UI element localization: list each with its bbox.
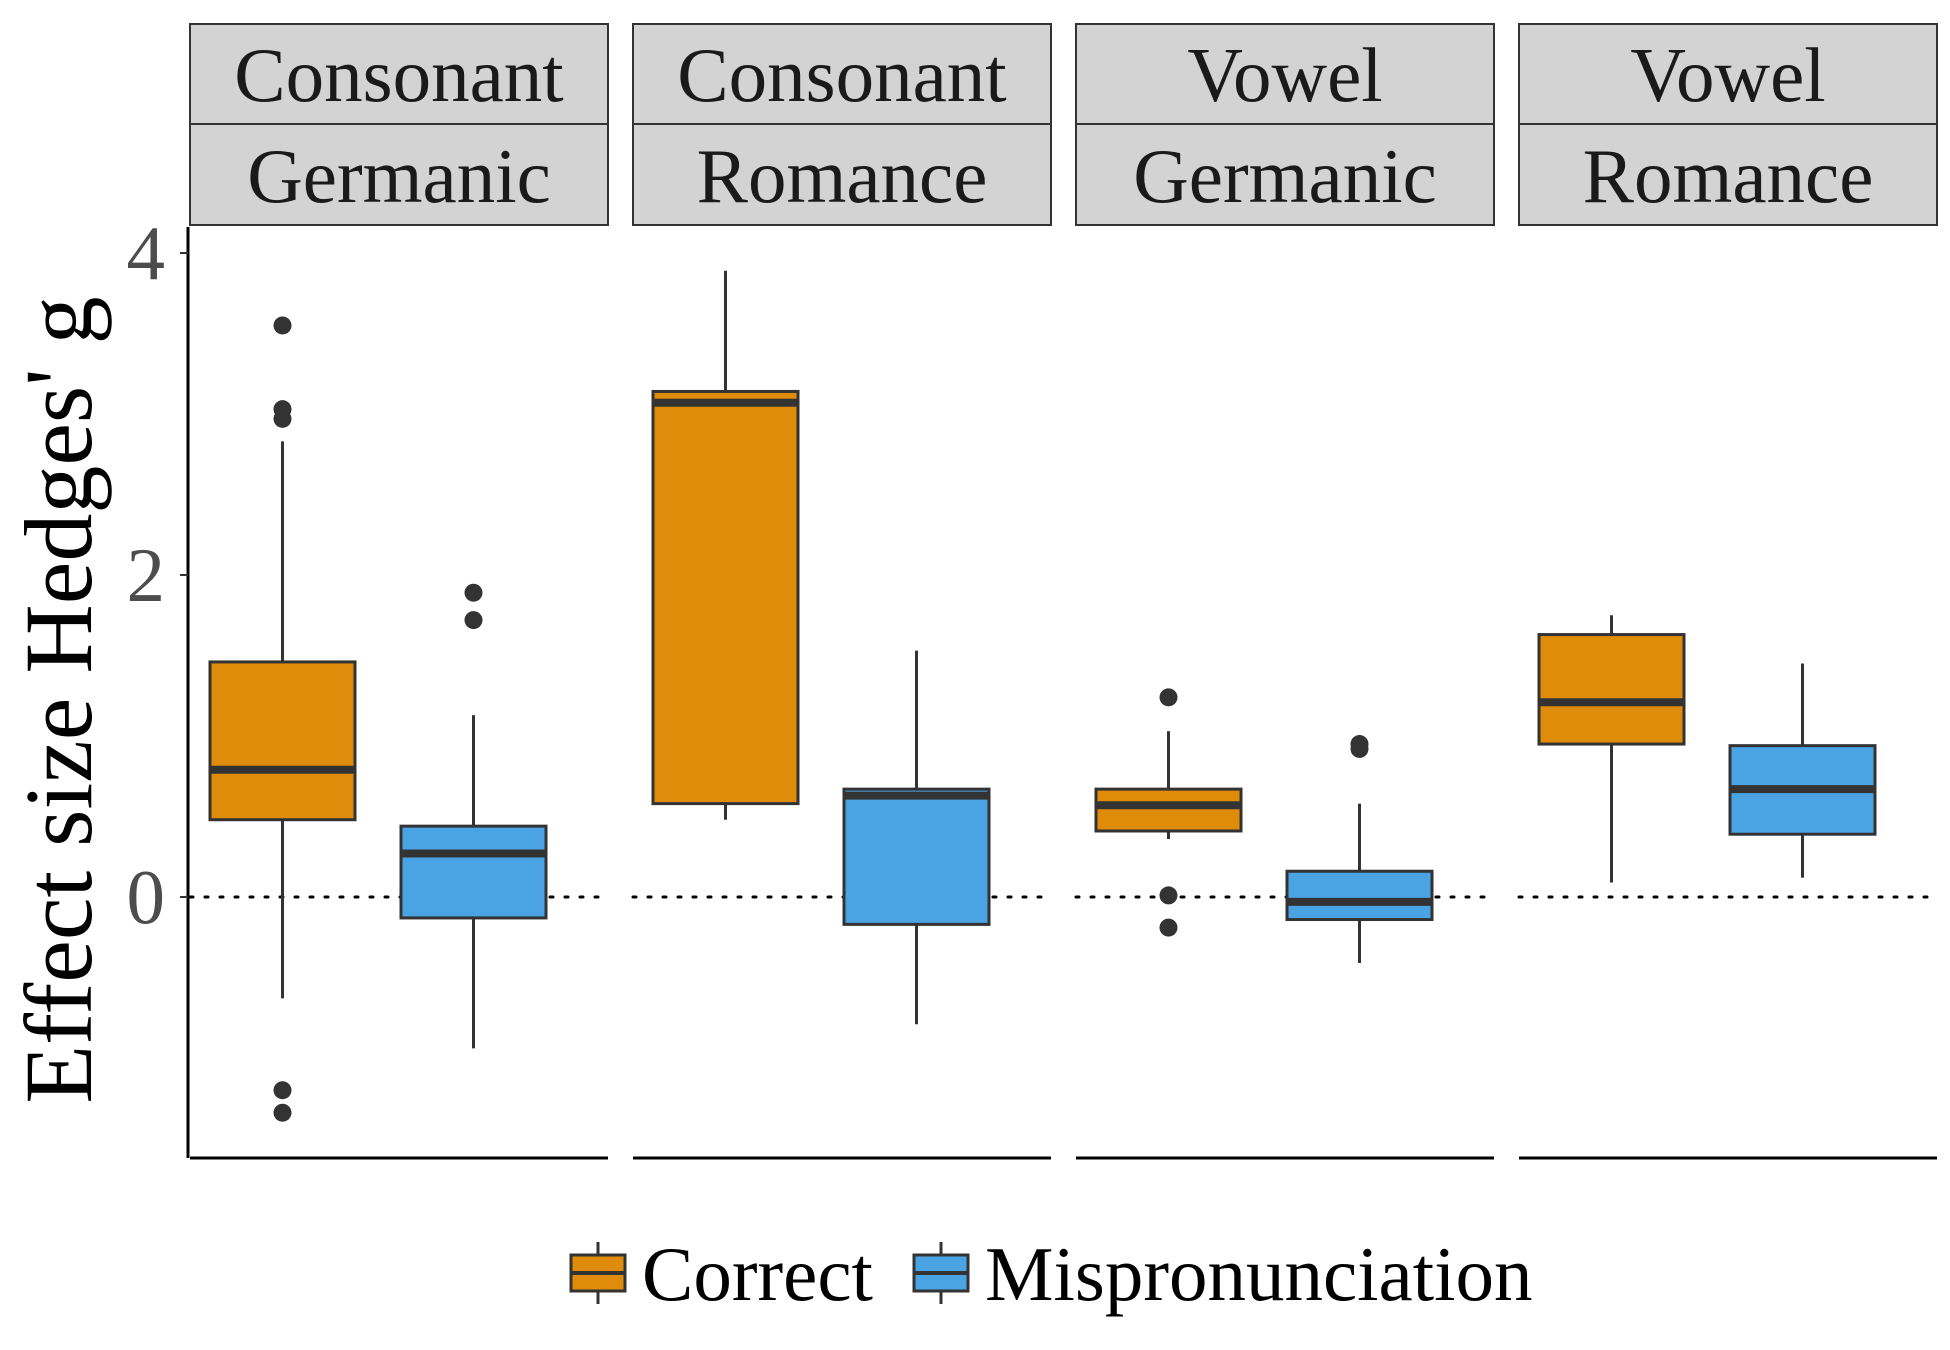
outlier-correct-1-5 — [273, 1103, 292, 1122]
box-mispronunciation-2 — [842, 787, 991, 926]
outlier-mispronunciation-1-2 — [464, 611, 483, 630]
outlier-correct-1-3 — [273, 409, 292, 428]
facet-strip-bottom-1 — [189, 123, 609, 226]
facet-label-4-row2: Romance — [1583, 133, 1874, 219]
boxes — [208, 270, 1877, 1122]
outlier-correct-1-1 — [273, 316, 292, 335]
facet-strip-top-2 — [632, 23, 1052, 125]
facet-strip-bottom-2 — [632, 123, 1052, 226]
outlier-correct-3-3 — [1159, 918, 1178, 937]
facet-label-2-row1: Consonant — [677, 32, 1006, 118]
box-correct-3 — [1094, 787, 1243, 833]
legend-label-correct: Correct — [642, 1231, 873, 1317]
facet-strip-top-3 — [1075, 23, 1495, 125]
y-axis-title: Effect size Hedges' g — [5, 296, 112, 1103]
y-tick-label-0: 0 — [127, 854, 166, 940]
outlier-mispronunciation-3-2 — [1350, 739, 1369, 758]
y-tick-label-4: 4 — [127, 210, 166, 296]
facet-strip-top-1 — [189, 23, 609, 125]
box-correct-2 — [651, 389, 800, 806]
facet-label-4-row1: Vowel — [1630, 32, 1825, 118]
facet-label-3-row1: Vowel — [1187, 32, 1382, 118]
box-mispronunciation-1 — [399, 824, 548, 920]
facet-strips: Consonant Germanic Consonant Romance Vowel Ge… — [189, 23, 1938, 226]
facet-strip-bottom-3 — [1075, 123, 1495, 226]
box-correct-1 — [208, 660, 357, 822]
legend: Correct Mispronunciation — [569, 1231, 1533, 1317]
outlier-correct-1-4 — [273, 1081, 292, 1100]
y-tick-label-2: 2 — [127, 532, 166, 618]
facet-label-1-row2: Germanic — [247, 133, 551, 219]
box-correct-4 — [1537, 633, 1686, 746]
facet-label-2-row2: Romance — [697, 133, 988, 219]
box-mispronunciation-3 — [1285, 869, 1434, 922]
outlier-correct-3-2 — [1159, 886, 1178, 905]
outlier-mispronunciation-1-1 — [464, 583, 483, 602]
legend-label-mispronunciation: Mispronunciation — [985, 1231, 1533, 1317]
axes: 0 2 4 — [127, 210, 1937, 1160]
facet-label-3-row2: Germanic — [1133, 133, 1437, 219]
facet-label-1-row1: Consonant — [234, 32, 563, 118]
outlier-correct-3-1 — [1159, 688, 1178, 707]
facet-strip-bottom-4 — [1518, 123, 1938, 226]
